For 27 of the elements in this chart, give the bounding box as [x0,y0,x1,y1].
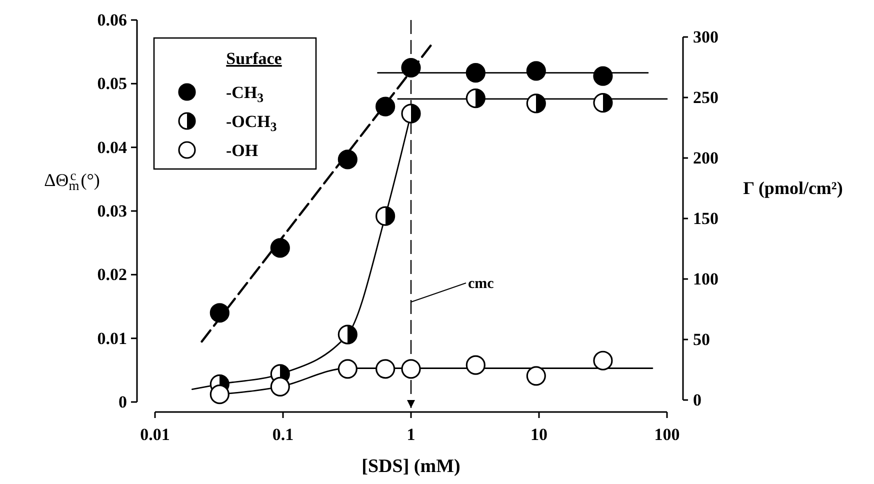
y2-tick-label: 150 [693,209,718,228]
y2-tick-label: 0 [693,390,702,410]
y-tick-label: 0.06 [97,10,127,30]
y-tick-label: 0.01 [97,328,127,348]
x-tick-label: 1 [406,425,416,444]
legend-label: -OH [226,140,258,160]
y-tick-label: 0.03 [97,202,127,220]
x-tick-label: 10 [530,425,548,444]
y-axis-title: ΔΘ$_{m}$$^{c}$ (°) [44,168,100,194]
legend-title: Surface [226,49,282,68]
y2-tick-label: 100 [693,270,718,288]
legend-label: -CH$_{3}$ [226,82,264,105]
legend-label: -OCH$_{3}$ [226,112,277,134]
y-tick-label: 0.05 [97,74,127,94]
x-axis-title: [SDS] (mM) [362,456,460,477]
y2-tick-label: 50 [693,330,710,349]
y-tick-label: 0.04 [97,138,128,157]
y2-tick-label: 200 [693,148,718,168]
y2-tick-label: 300 [693,28,718,46]
y2-axis-title: Γ (pmol/cm²) [743,178,843,198]
x-tick-label: 0.1 [272,425,294,444]
x-tick-label: 100 [654,425,680,444]
ref-line-label: cmc [468,276,494,292]
y2-tick-label: 250 [693,88,718,107]
x-tick-label: 0.01 [140,425,170,444]
y-tick-label: 0 [118,392,127,412]
y-tick-label: 0.02 [97,265,127,284]
